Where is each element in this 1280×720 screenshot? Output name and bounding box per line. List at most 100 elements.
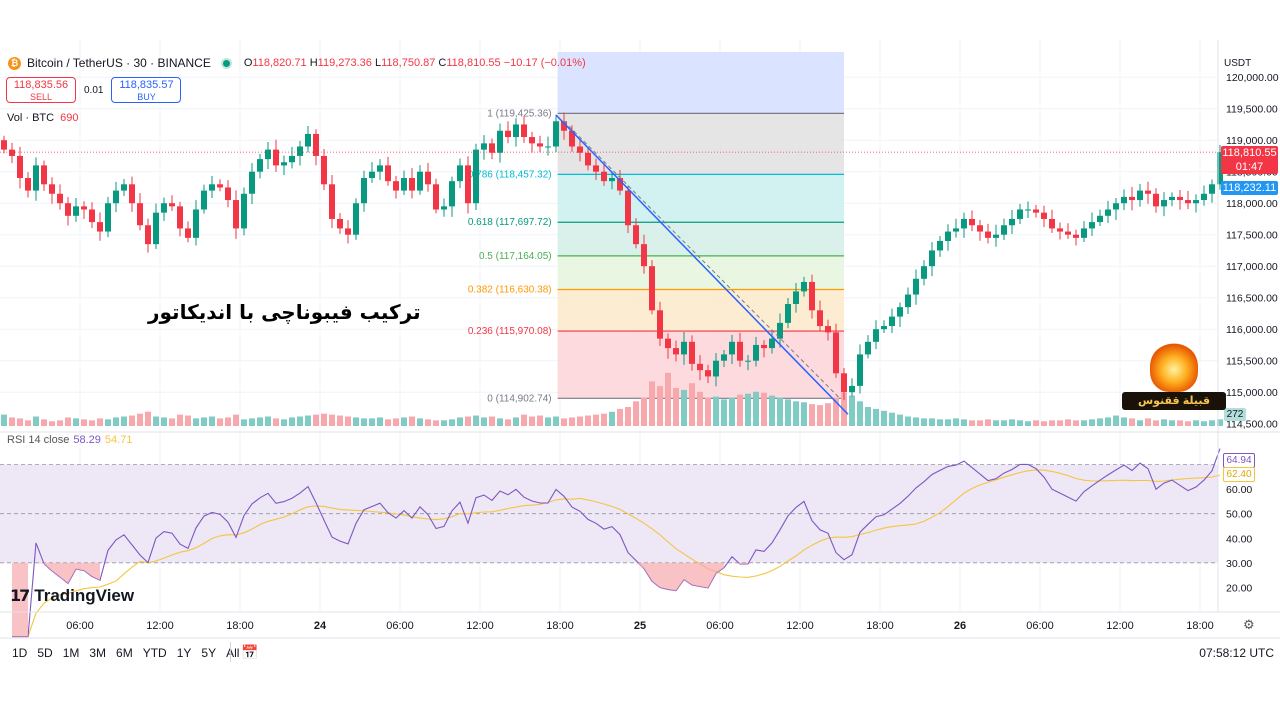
volume-bar [1065,419,1071,426]
volume-bar [737,394,743,426]
volume-bar [569,417,575,426]
volume-bars [1,372,1223,426]
volume-bar [17,418,23,426]
volume-legend[interactable]: Vol · BTC 690 [7,112,78,124]
volume-bar [577,416,583,426]
quantity[interactable]: 0.01 [84,84,104,96]
rsi-oversold-fill [652,562,660,588]
volume-bar [681,389,687,426]
candle-body [449,181,455,207]
candle-body [1001,225,1007,235]
volume-label: Vol · BTC [7,112,55,124]
candle-body [881,326,887,330]
candle-body [705,370,711,377]
volume-bar [913,417,919,426]
volume-bar [1177,420,1183,426]
volume-bar [593,414,599,426]
candle-body [425,171,431,185]
timeframe-1m[interactable]: 1M [62,646,80,660]
volume-bar [633,401,639,426]
volume-bar [441,420,447,426]
volume-bar [257,417,263,426]
sell-button[interactable]: 118,835.56 SELL [6,77,76,103]
timeframe-all[interactable]: All [226,646,240,660]
currency-selector[interactable]: USDT [1224,58,1252,69]
candle-body [57,193,63,204]
volume-bar [617,408,623,426]
volume-bar [1153,420,1159,426]
rsi-oversold-fill [700,562,708,588]
volume-bar [161,417,167,426]
settings-gear-icon[interactable]: ⚙ [1243,617,1255,632]
rsi-oversold-fill [708,562,716,588]
candle-body [337,218,343,229]
volume-bar [353,417,359,426]
volume-bar [377,417,383,426]
timeframe-1y[interactable]: 1Y [176,646,192,660]
rsi-oversold-fill [644,562,652,582]
candle-body [1089,222,1095,229]
candle-body [865,341,871,355]
volume-bar [817,405,823,426]
price-tick-label: 119,500.00 [1226,104,1278,116]
live-dot-icon [222,59,230,67]
volume-bar [193,418,199,426]
volume-bar [993,420,999,426]
volume-bar [65,417,71,426]
candlesticks [1,112,1223,401]
timeframe-1d[interactable]: 1D [12,646,28,660]
volume-bar [1,414,7,426]
candle-body [505,130,511,138]
date-range-icon[interactable]: 📅 [241,644,259,660]
volume-bar [705,397,711,426]
volume-bar [657,386,663,426]
candle-body [9,149,15,156]
volume-bar [73,418,79,426]
time-tick-label: 06:00 [386,620,414,632]
tradingview-logo[interactable]: 𝟭𝟳 TradingView [10,586,134,606]
candle-body [849,385,855,393]
rsi-legend[interactable]: RSI 14 close 58.29 54.71 [7,434,132,446]
timeframe-5d[interactable]: 5D [37,646,53,660]
timeframe-3m[interactable]: 3M [89,646,107,660]
high-value: 119,273.36 [317,57,372,69]
volume-bar [1201,421,1207,426]
fib-level-label: 0.382 (116,630.38) [468,284,552,295]
candle-body [41,165,47,185]
fibonacci-retracement[interactable]: 1 (119,425.36) 0.786 (118,457.32) 0.618 (1… [468,52,844,404]
timeframe-6m[interactable]: 6M [116,646,133,660]
close-value: 118,810.55 [446,57,501,69]
rsi-oversold-fill [676,562,684,591]
fib-zone-top [557,52,844,114]
volume-bar [49,421,55,426]
candle-body [561,121,567,131]
volume-bar [345,416,351,426]
candle-body [1,140,7,150]
volume-bar [881,410,887,426]
utc-clock[interactable]: 07:58:12 UTC [1199,646,1274,660]
candle-body [689,341,695,364]
volume-bar [609,411,615,426]
timeframe-5y[interactable]: 5Y [201,646,217,660]
candle-body [1177,196,1183,201]
rsi-tick-label: 60.00 [1226,484,1252,496]
volume-bar [241,419,247,426]
candle-body [737,341,743,361]
rsi-label: RSI 14 close [7,434,70,446]
candle-body [217,184,223,188]
candle-body [921,266,927,279]
tradingview-logo-icon: 𝟭𝟳 [10,588,30,605]
timeframe-ytd[interactable]: YTD [142,646,167,660]
symbol-title[interactable]: Bitcoin / TetherUS · 30 · BINANCE [27,56,211,70]
candle-body [817,310,823,327]
volume-bar [945,419,951,426]
volume-bar [41,419,47,426]
rsi-tick-label: 40.00 [1226,533,1252,545]
buy-button[interactable]: 118,835.57 BUY [111,77,182,103]
trend-lines[interactable] [0,114,1218,415]
candle-body [929,250,935,267]
candle-body [233,200,239,229]
volume-bar [273,418,279,426]
volume-bar [585,415,591,426]
